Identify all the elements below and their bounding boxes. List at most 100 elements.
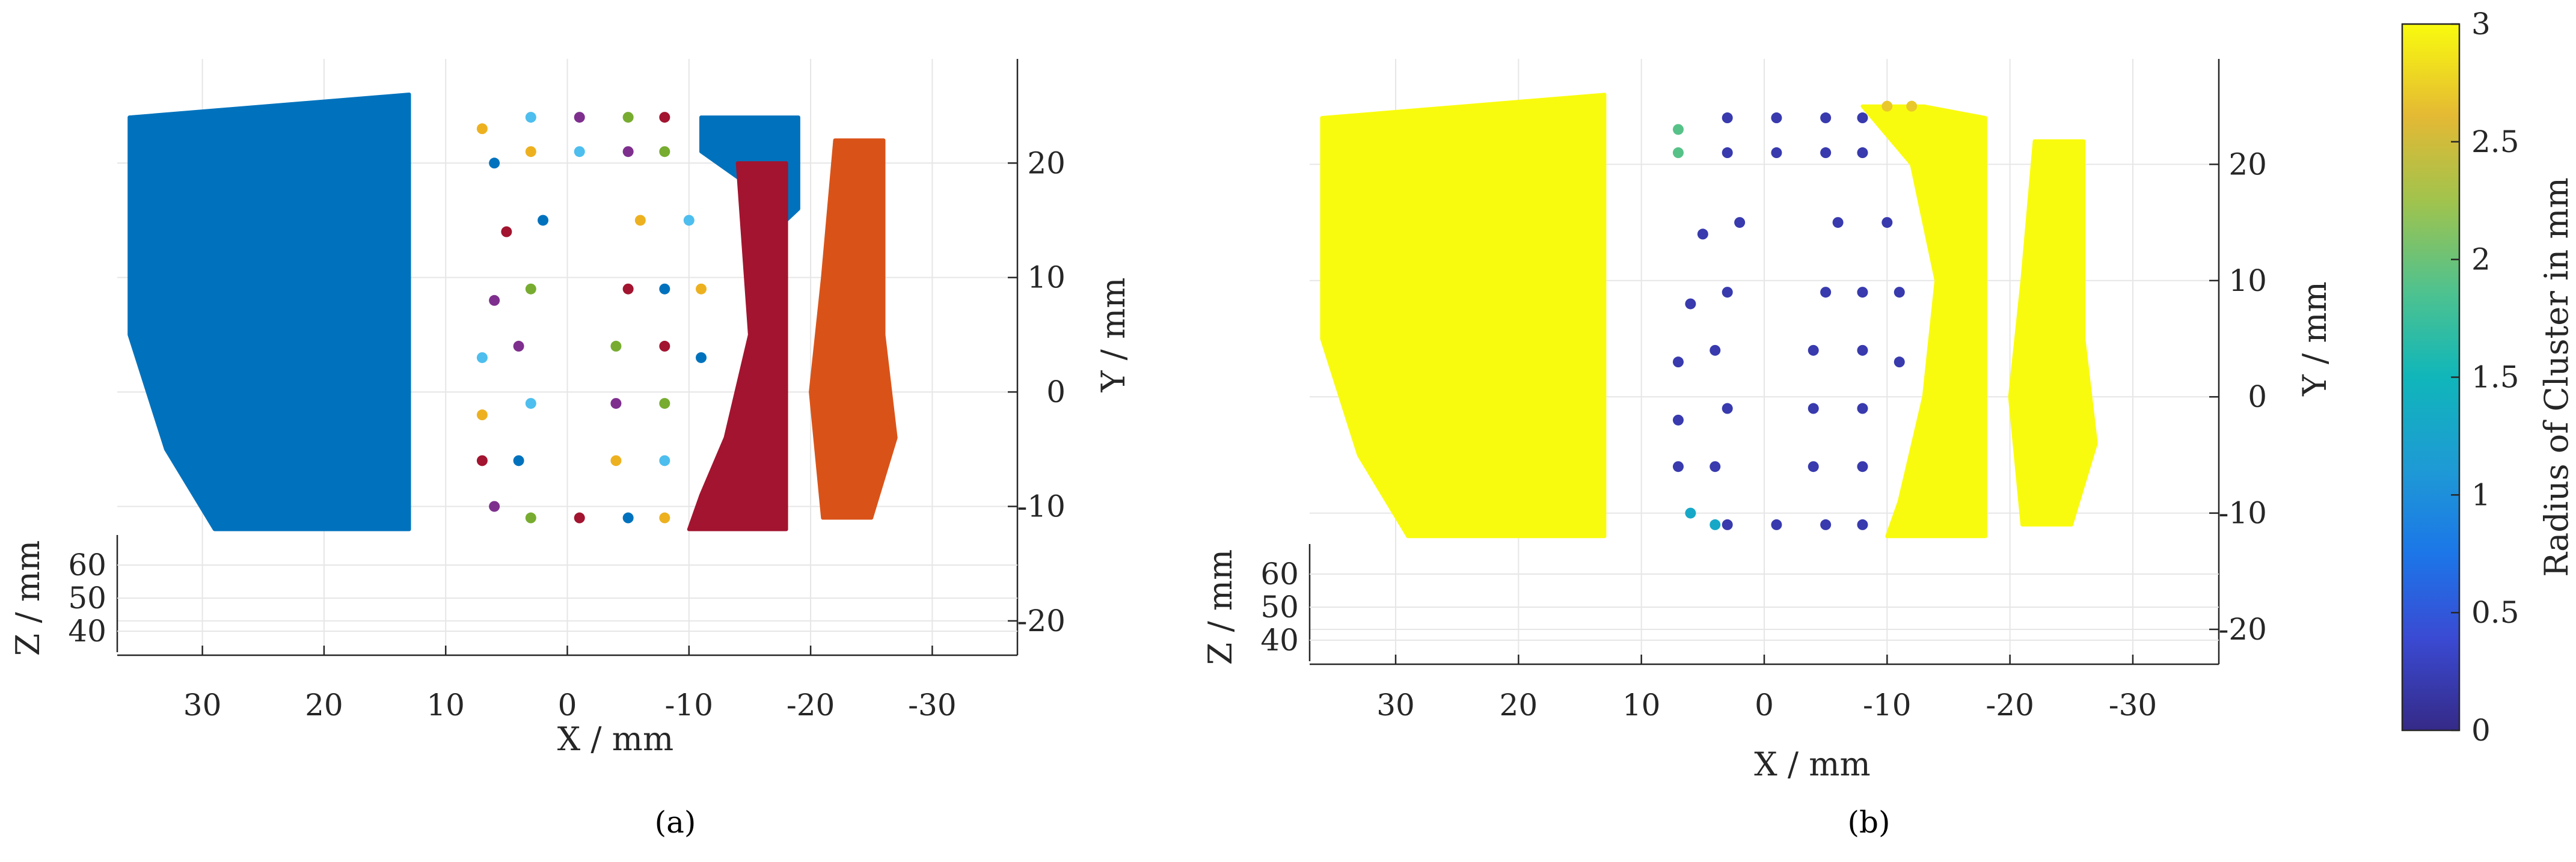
point-cluster-dot <box>1722 112 1733 124</box>
colorbar-title: Radius of Cluster in mm <box>2538 177 2575 577</box>
colorbar-tick-label: 2 <box>2471 242 2491 277</box>
z-axis-title: Z / mm <box>1201 549 1239 665</box>
point-cluster-dot <box>622 112 634 123</box>
point-cluster-dot <box>1857 344 1868 356</box>
x-tick-label: 10 <box>426 688 465 723</box>
panel-label: (a) <box>655 805 696 840</box>
point-cluster-dot <box>659 512 670 524</box>
point-cluster-dot <box>659 146 670 157</box>
point-cluster <box>1860 104 1987 539</box>
point-cluster-dot <box>489 157 500 169</box>
x-axis-title: X / mm <box>1754 745 1870 783</box>
point-cluster-dot <box>489 501 500 512</box>
point-cluster-dot <box>1808 344 1819 356</box>
x-tick-label: 10 <box>1622 688 1661 723</box>
y-tick-label: -20 <box>1017 604 1066 638</box>
point-cluster-dot <box>1906 100 1918 112</box>
point-cluster-dot <box>1672 356 1684 368</box>
point-cluster-dot <box>696 283 707 295</box>
point-cluster-dot <box>1722 403 1733 414</box>
x-tick-label: 20 <box>1500 688 1538 723</box>
point-cluster-dot <box>610 455 622 466</box>
y-tick-label: -20 <box>2218 612 2267 647</box>
x-tick-label: 0 <box>558 688 577 723</box>
colorbar-tick-label: 1 <box>2471 477 2491 512</box>
point-cluster-dot <box>1685 507 1696 519</box>
point-cluster-dot <box>501 226 512 237</box>
point-cluster-dot <box>610 398 622 409</box>
point-cluster <box>687 161 788 531</box>
point-cluster-dot <box>1672 124 1684 135</box>
point-cluster-dot <box>1685 298 1696 310</box>
point-cluster-dot <box>476 455 488 466</box>
x-tick-label: -20 <box>787 688 835 723</box>
point-cluster-dot <box>1808 403 1819 414</box>
z-tick-label: 40 <box>1260 623 1299 658</box>
point-cluster-dot <box>1710 519 1721 530</box>
x-tick-label: -10 <box>665 688 714 723</box>
point-cluster-dot <box>1820 112 1832 124</box>
x-tick-label: -20 <box>1986 688 2034 723</box>
y-tick-label: -10 <box>2218 496 2267 531</box>
z-tick-label: 40 <box>68 614 106 649</box>
point-cluster-dot <box>525 398 536 409</box>
point-cluster-dot <box>1697 228 1708 240</box>
point-cluster-dot <box>1672 414 1684 426</box>
point-cluster-dot <box>574 146 585 157</box>
point-cluster <box>127 93 411 531</box>
point-cluster-dot <box>659 283 670 295</box>
colorbar-gradient <box>2401 23 2461 732</box>
x-tick-label: 20 <box>305 688 343 723</box>
colorbar-tick-label: 1.5 <box>2471 360 2519 395</box>
colorbar-tick-label: 0 <box>2471 713 2491 748</box>
point-cluster-dot <box>476 123 488 135</box>
point-cluster-dot <box>659 398 670 409</box>
y-tick-label: 10 <box>1027 260 1066 295</box>
x-tick-label: -10 <box>1863 688 1912 723</box>
point-cluster-dot <box>696 352 707 363</box>
point-cluster-dot <box>1894 356 1905 368</box>
point-clusters <box>1320 93 2098 539</box>
point-cluster-dot <box>659 112 670 123</box>
point-cluster-dot <box>1894 287 1905 298</box>
z-tick-label: 60 <box>1260 557 1299 591</box>
point-cluster-dot <box>1857 519 1868 530</box>
colorbar-tick-label: 2.5 <box>2471 124 2519 159</box>
point-cluster-dot <box>1857 147 1868 159</box>
point-cluster-dot <box>683 215 695 226</box>
colorbar-tick-label: 3 <box>2471 7 2491 41</box>
point-cluster-dot <box>622 283 634 295</box>
point-cluster-dot <box>1722 287 1733 298</box>
point-cluster-dot <box>1734 217 1746 228</box>
point-cluster-dot <box>1672 461 1684 472</box>
point-cluster-dot <box>610 340 622 352</box>
point-cluster-dot <box>538 215 549 226</box>
point-cluster-dot <box>1710 344 1721 356</box>
point-clusters <box>127 93 898 531</box>
point-cluster <box>2008 139 2098 527</box>
y-tick-label: 20 <box>2228 147 2267 182</box>
point-cluster-dot <box>659 340 670 352</box>
x-tick-label: -30 <box>908 688 957 723</box>
point-cluster-dot <box>622 512 634 524</box>
point-cluster-dot <box>1771 112 1782 124</box>
point-cluster-dot <box>1722 519 1733 530</box>
point-cluster-dot <box>1808 461 1819 472</box>
point-cluster-dot <box>1710 461 1721 472</box>
point-cluster-dot <box>1820 147 1832 159</box>
z-tick-label: 60 <box>68 548 106 582</box>
colorbar: 0 0.5 1 1.5 2 2.5 3 Radius of Cluster in mm <box>2401 7 2575 748</box>
x-tick-label: 30 <box>183 688 222 723</box>
point-cluster-dot <box>1857 403 1868 414</box>
point-cluster-dot <box>1857 112 1868 124</box>
point-cluster-dot <box>659 455 670 466</box>
point-cluster-dot <box>513 340 524 352</box>
y-tick-label: 10 <box>2228 263 2267 298</box>
point-cluster-dot <box>574 112 585 123</box>
z-tick-label: 50 <box>68 581 106 616</box>
point-cluster-dot <box>1820 519 1832 530</box>
point-cluster-dot <box>476 352 488 363</box>
point-cluster-dot <box>1771 147 1782 159</box>
